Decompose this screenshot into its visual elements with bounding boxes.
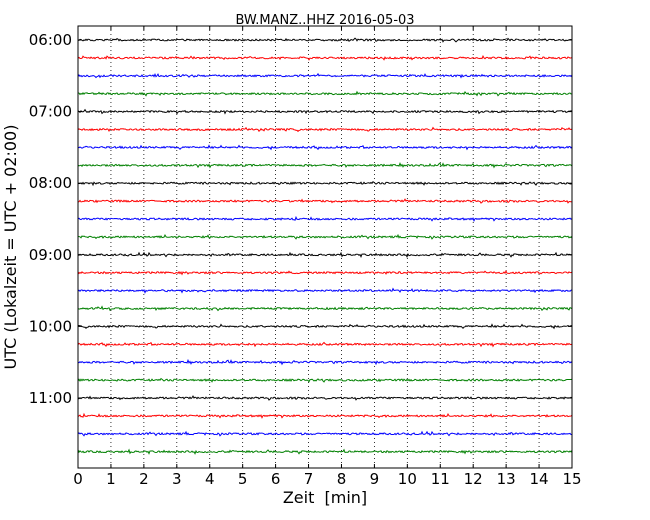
trace-0945 [77, 305, 573, 312]
x-tick-label-13: 13 [497, 470, 516, 488]
x-tick-label-0: 0 [73, 470, 83, 488]
y-tick-label-0800: 08:00 [29, 174, 72, 192]
y-axis-ticks: 06:00 07:00 08:00 09:00 10:00 11:00 [29, 31, 572, 407]
plot-frame [77, 25, 573, 469]
trace-0815 [77, 198, 573, 204]
trace-0930 [77, 287, 573, 294]
trace-1045 [77, 377, 573, 383]
trace-0745 [77, 162, 573, 169]
trace-1100 [77, 395, 573, 401]
trace-1145 [77, 448, 573, 455]
trace-0645 [77, 90, 573, 97]
trace-1030 [77, 358, 573, 366]
x-tick-label-5: 5 [238, 470, 248, 488]
y-tick-label-0600: 06:00 [29, 31, 72, 49]
vertical-grid [110, 26, 540, 468]
trace-0830 [77, 215, 573, 223]
trace-0630 [77, 72, 573, 79]
trace-1000 [77, 323, 573, 330]
trace-0600 [77, 37, 573, 43]
x-tick-label-1: 1 [106, 470, 116, 488]
x-tick-label-8: 8 [337, 470, 347, 488]
trace-0915 [77, 269, 573, 276]
y-axis-label: UTC (Lokalzeit = UTC + 02:00) [1, 125, 20, 370]
x-tick-label-3: 3 [172, 470, 182, 488]
x-tick-label-12: 12 [464, 470, 483, 488]
trace-1130 [77, 430, 573, 437]
x-axis-label: Zeit [min] [283, 488, 367, 507]
x-tick-label-10: 10 [398, 470, 417, 488]
trace-0715 [77, 126, 573, 133]
x-tick-label-2: 2 [139, 470, 149, 488]
x-tick-label-15: 15 [562, 470, 581, 488]
trace-0800 [77, 180, 573, 187]
trace-0900 [77, 251, 573, 258]
y-tick-label-1100: 11:00 [29, 389, 72, 407]
x-tick-label-6: 6 [271, 470, 281, 488]
trace-1115 [77, 412, 573, 419]
x-tick-label-11: 11 [431, 470, 450, 488]
trace-0730 [77, 144, 573, 151]
trace-0615 [77, 54, 573, 61]
chart-title: BW.MANZ..HHZ 2016-05-03 [235, 13, 414, 28]
y-tick-label-1000: 10:00 [29, 317, 72, 335]
y-tick-label-0900: 09:00 [29, 246, 72, 264]
x-tick-label-14: 14 [530, 470, 549, 488]
y-tick-label-0700: 07:00 [29, 103, 72, 121]
x-axis-ticks: 0 1 2 3 4 5 6 7 8 9 10 11 12 13 14 15 [73, 26, 582, 488]
trace-lines [77, 37, 573, 455]
x-tick-label-9: 9 [370, 470, 380, 488]
x-tick-label-4: 4 [205, 470, 215, 488]
trace-1015 [77, 341, 573, 348]
x-tick-label-7: 7 [304, 470, 314, 488]
trace-0845 [77, 233, 573, 240]
trace-0700 [77, 108, 573, 115]
